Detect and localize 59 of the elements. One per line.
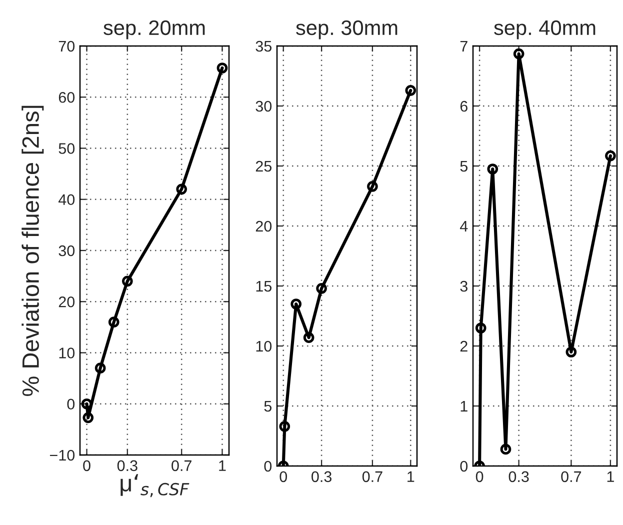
- y-tick-label: 60: [58, 92, 75, 103]
- x-tick-label: 0.7: [172, 460, 192, 472]
- point: [108, 316, 120, 328]
- x-tick-label: 0.3: [117, 460, 138, 472]
- chart-title: sep. 30mm: [296, 20, 398, 40]
- y-tick-label: 70: [58, 40, 75, 52]
- x-tick-label: 1: [219, 460, 226, 471]
- y-tick-label: 10: [256, 340, 272, 352]
- x-tick-label: 1: [408, 471, 414, 482]
- y-tick-label: 10: [59, 348, 75, 358]
- point: [176, 184, 188, 195]
- chart-title: sep. 20mm: [104, 20, 205, 40]
- point: [605, 150, 616, 162]
- x-tick-label: 0.7: [561, 471, 582, 482]
- point: [81, 398, 92, 410]
- point: [500, 444, 512, 455]
- y-tick-label: 20: [58, 296, 75, 308]
- y-tick-label: −10: [50, 450, 75, 461]
- point: [94, 362, 106, 374]
- x-tick-label: 0: [83, 460, 90, 472]
- x-axis-title: μ‘$_{s,CSF}$: [120, 474, 190, 498]
- y-tick-label: 5: [264, 401, 272, 412]
- x-tick-label: 0.3: [312, 471, 332, 482]
- y-tick-label: 30: [256, 100, 272, 112]
- point: [303, 332, 314, 344]
- y-tick-label: 50: [58, 143, 75, 154]
- point: [279, 420, 290, 432]
- point: [475, 322, 486, 334]
- x-tick-label: 0: [280, 471, 288, 482]
- y-axis-title: % Deviation of fluence [2ns]: [22, 106, 44, 396]
- point: [513, 48, 524, 60]
- x-tick-label: 0: [476, 471, 484, 482]
- y-tick-label: 35: [256, 40, 272, 52]
- x-tick-label: 1: [607, 471, 614, 482]
- point: [316, 282, 327, 294]
- point: [122, 276, 133, 287]
- y-tick-label: 4: [460, 221, 468, 232]
- point: [487, 164, 498, 174]
- y-tick-label: 7: [460, 41, 468, 52]
- point: [82, 412, 94, 424]
- x-tick-label: 0.7: [362, 471, 382, 482]
- y-tick-label: 20: [256, 220, 272, 232]
- point: [290, 298, 302, 310]
- point: [216, 62, 228, 74]
- y-tick-label: 3: [460, 280, 468, 292]
- y-tick-label: 25: [256, 160, 272, 172]
- y-tick-label: 5: [460, 161, 468, 172]
- y-tick-label: 1: [460, 401, 468, 412]
- y-tick-label: 2: [460, 340, 468, 352]
- chart-title: sep. 40mm: [494, 20, 596, 40]
- point: [367, 180, 378, 192]
- y-tick-label: 0: [67, 398, 75, 410]
- y-tick-label: 6: [460, 100, 468, 112]
- y-tick-label: 30: [58, 245, 75, 256]
- x-tick-label: 0.3: [508, 471, 529, 482]
- point: [405, 84, 416, 96]
- y-tick-label: 15: [256, 281, 272, 292]
- y-tick-label: 40: [58, 194, 75, 206]
- point: [566, 346, 577, 358]
